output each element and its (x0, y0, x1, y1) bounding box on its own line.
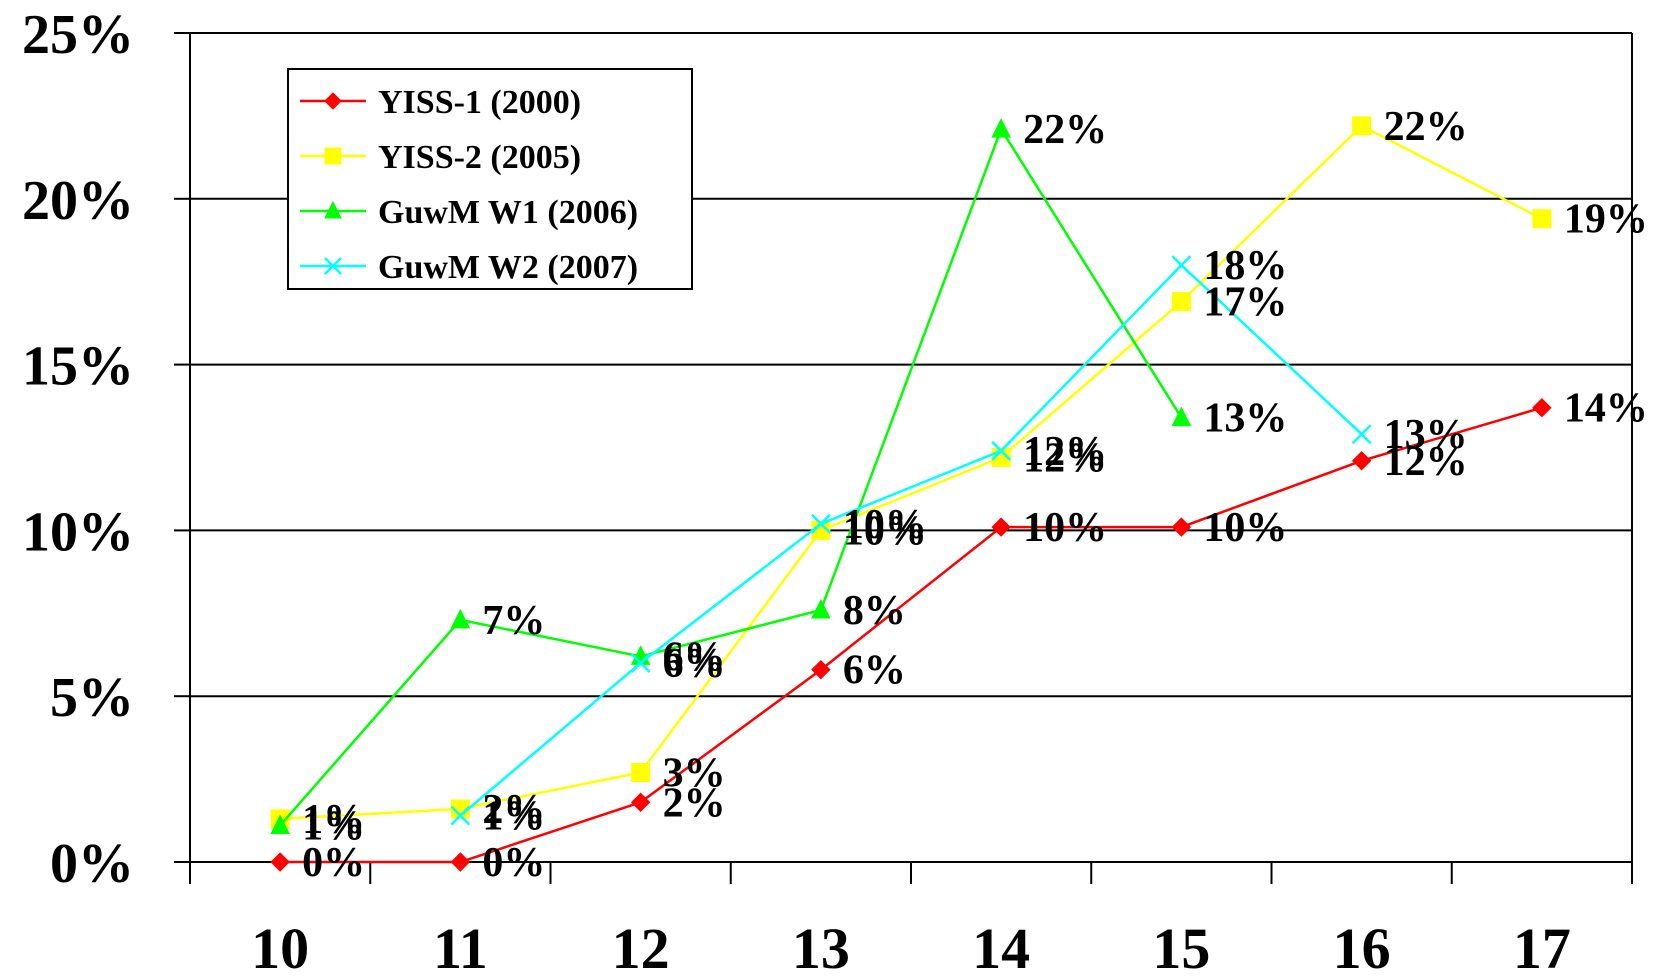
data-point (630, 653, 651, 673)
x-tick-label: 10 (251, 916, 309, 978)
data-point (1171, 255, 1192, 276)
data-label: 10% (1203, 505, 1287, 551)
data-point (811, 598, 831, 619)
data-point (630, 792, 651, 813)
y-tick-label: 0% (50, 833, 134, 895)
data-labels: 0% 0%2%6%10% 10%12%14%1% 2%3%10%12%17%22%19… (302, 104, 1648, 886)
data-label: 18% (1203, 243, 1287, 289)
x-tick-label: 15 (1152, 916, 1210, 978)
x-tick-label: 16 (1333, 916, 1391, 978)
data-label: 19% (1564, 197, 1648, 243)
legend-marker (324, 257, 342, 275)
data-label: 6% (663, 634, 726, 680)
y-tick-label: 20% (22, 170, 134, 232)
series-1 (270, 398, 1552, 872)
data-label: 0% (482, 840, 545, 886)
data-point (1171, 292, 1191, 312)
data-label: 22% (1384, 104, 1468, 150)
data-label: 17% (1203, 280, 1287, 326)
data-label: 13% (1384, 412, 1468, 458)
data-label: 13% (1203, 396, 1287, 442)
data-point (1352, 116, 1372, 136)
y-tick-label: 10% (22, 501, 134, 563)
data-label: 14% (1564, 386, 1648, 432)
y-tick-label: 5% (50, 667, 134, 729)
legend-entry: YISS-1 (2000) (300, 84, 581, 121)
data-label: 3% (663, 750, 726, 796)
legend-box (287, 68, 693, 290)
x-tick-label: 17 (1513, 916, 1571, 978)
legend-label: GuwM W2 (2007) (378, 249, 638, 286)
series-4 (450, 255, 1372, 826)
data-label: 7% (482, 598, 545, 644)
x-tick-label: 13 (792, 916, 850, 978)
data-label: 10% (843, 508, 927, 554)
data-point (631, 762, 651, 782)
legend-marker (324, 200, 342, 219)
data-point (811, 659, 831, 680)
data-point (1351, 451, 1372, 471)
series-2 (270, 116, 1552, 829)
data-point (270, 814, 290, 835)
data-label: 1% (482, 794, 545, 840)
data-label: 12% (1023, 435, 1107, 481)
data-point (1171, 406, 1192, 427)
data-point (1351, 424, 1372, 445)
data-label: 2% (482, 787, 545, 833)
series-line (279, 126, 1183, 827)
y-tick-label: 15% (22, 336, 134, 398)
data-label: 6% (663, 641, 726, 687)
data-label: 8% (843, 588, 906, 634)
legend-marker (324, 147, 342, 165)
legend-label: YISS-1 (2000) (378, 84, 581, 121)
data-label: 1% (302, 804, 365, 850)
data-label: 10% (1023, 505, 1107, 551)
legend-entry: YISS-2 (2005) (300, 139, 581, 176)
data-point (1171, 517, 1192, 537)
data-point (991, 440, 1012, 461)
x-axis-tick-labels: 10 11 12 13 14 15 16 17 (251, 916, 1571, 978)
data-label: 12% (1023, 429, 1107, 475)
data-point (270, 852, 290, 872)
data-point (991, 517, 1011, 537)
data-point (991, 118, 1011, 138)
legend-marker (324, 92, 342, 110)
data-point (450, 852, 471, 872)
data-label: 0% (302, 840, 365, 886)
data-point (1532, 209, 1552, 229)
data-label: 10% (843, 502, 927, 548)
data-point (810, 513, 831, 534)
legend-entry: GuwM W1 (2006) (300, 194, 638, 231)
legend-label: GuwM W1 (2006) (378, 194, 638, 231)
x-tick-label: 11 (433, 916, 488, 978)
data-label: 22% (1023, 107, 1107, 153)
series-line (280, 124, 1543, 821)
data-point (450, 805, 471, 826)
series-group (270, 116, 1552, 872)
legend-label: YISS-2 (2005) (378, 139, 581, 176)
y-axis-tick-labels: 0% 5% 10% 15% 20% 25% (22, 4, 134, 895)
data-label: 12% (1384, 439, 1468, 485)
data-point (450, 608, 471, 629)
y-tick-label: 25% (22, 4, 134, 66)
series-line (459, 263, 1363, 817)
x-tick-label: 12 (612, 916, 670, 978)
data-point (1532, 398, 1552, 418)
legend-entry: GuwM W2 (2007) (300, 249, 638, 286)
data-label: 2% (663, 780, 726, 826)
x-tick-label: 14 (972, 916, 1030, 978)
legend: YISS-1 (2000) YISS-2 (2005) GuwM W1 (2006)… (287, 68, 693, 290)
data-label: 1% (302, 797, 365, 843)
series-line (280, 406, 1543, 864)
data-label: 6% (843, 648, 906, 694)
